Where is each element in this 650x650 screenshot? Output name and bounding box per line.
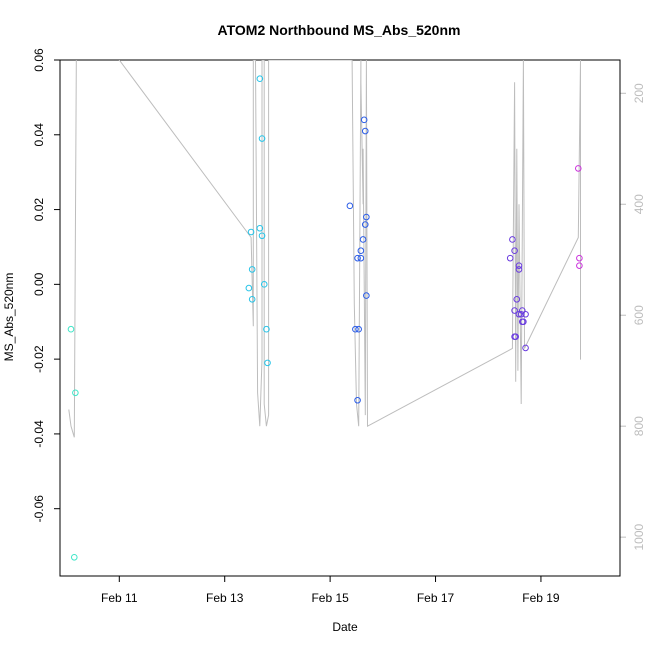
data-point (256, 75, 264, 82)
y2-tick-label: 400 (632, 194, 646, 214)
data-point (518, 307, 526, 314)
data-point (515, 266, 523, 273)
depth-line (68, 60, 581, 438)
data-point (506, 254, 514, 262)
data-point (522, 310, 529, 318)
data-point (256, 224, 264, 232)
data-point (355, 325, 362, 333)
data-point (258, 232, 266, 240)
data-point (258, 135, 266, 142)
data-point (248, 296, 256, 303)
y-tick-label: 0.00 (32, 272, 46, 296)
data-point (72, 389, 79, 397)
y2-tick-label: 600 (632, 305, 646, 325)
data-point (512, 333, 519, 340)
data-point (352, 325, 359, 333)
data-point (363, 213, 370, 221)
y-tick-label: 0.04 (32, 123, 46, 147)
plot-frame (59, 59, 621, 577)
data-point (264, 359, 271, 367)
data-point (576, 262, 583, 269)
data-point (354, 254, 361, 262)
y-tick-label: -0.04 (32, 420, 46, 448)
y-tick-label: 0.02 (32, 198, 46, 222)
data-point (574, 165, 582, 172)
data-point (245, 284, 253, 292)
y2-tick-label: 1000 (632, 523, 646, 550)
x-axis: Feb 11 Feb 13 Feb 15 Feb 17 Feb 19 (101, 576, 560, 605)
y-axis: 0.06 0.04 0.02 0.00 -0.02 -0.04 -0.06 (32, 48, 60, 522)
y-tick-label: -0.06 (32, 495, 46, 523)
data-point (359, 236, 367, 243)
x-axis-title: Date (332, 620, 358, 634)
x-tick-label: Feb 13 (206, 591, 244, 605)
plot-area (59, 59, 621, 577)
data-point (515, 262, 523, 269)
y2-tick-label: 200 (632, 83, 646, 103)
data-point (363, 292, 370, 299)
data-point (509, 236, 516, 243)
data-point (361, 127, 369, 135)
data-point (263, 325, 270, 333)
data-point (357, 247, 365, 254)
y-axis-title: MS_Abs_520nm (2, 273, 16, 362)
data-point (515, 310, 523, 318)
data-point (357, 254, 365, 262)
x-tick-label: Feb 11 (101, 591, 138, 605)
data-point (511, 307, 518, 314)
depth-series (68, 60, 581, 438)
y2-tick-label: 800 (632, 416, 646, 436)
data-point (70, 554, 78, 561)
data-points (67, 75, 583, 561)
data-point (520, 318, 527, 326)
data-point (247, 228, 255, 236)
x-tick-label: Feb 15 (311, 591, 349, 605)
data-point (361, 221, 369, 228)
data-point (513, 296, 521, 303)
data-point (67, 325, 75, 333)
data-point (260, 281, 268, 288)
data-point (511, 247, 518, 254)
data-point (517, 310, 525, 318)
data-point (248, 266, 256, 273)
data-point (522, 344, 529, 352)
secondary-y-axis: 200 400 600 800 1000 (620, 83, 646, 551)
y-tick-label: 0.06 (32, 48, 46, 72)
data-point (576, 254, 583, 262)
x-tick-label: Feb 17 (417, 591, 455, 605)
data-point (360, 116, 368, 124)
chart-title: ATOM2 Northbound MS_Abs_520nm (218, 22, 461, 38)
x-tick-label: Feb 19 (522, 591, 560, 605)
data-point (346, 202, 354, 210)
data-point (354, 396, 361, 404)
y-tick-label: -0.02 (32, 345, 46, 373)
